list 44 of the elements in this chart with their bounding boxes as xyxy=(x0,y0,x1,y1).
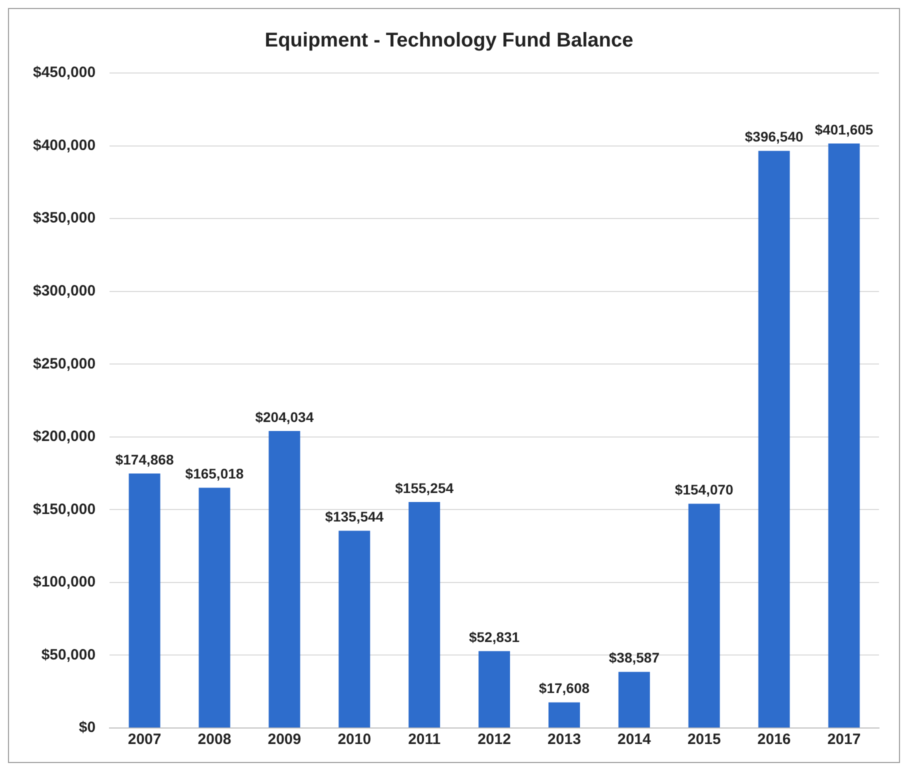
x-tick-label: 2013 xyxy=(548,731,581,748)
data-label: $401,605 xyxy=(814,121,874,138)
y-tick-label: $400,000 xyxy=(32,136,96,154)
bar xyxy=(408,502,440,728)
bar xyxy=(548,702,580,728)
y-tick-label: $100,000 xyxy=(32,574,96,591)
data-label: $165,018 xyxy=(185,466,244,482)
data-label: $52,831 xyxy=(468,628,520,645)
chart-title: Equipment - Technology Fund Balance xyxy=(264,30,634,52)
x-tick-label: 2009 xyxy=(268,731,302,748)
y-tick-label: $250,000 xyxy=(32,355,96,372)
y-tick-label: $50,000 xyxy=(41,646,96,664)
y-tick-label: $450,000 xyxy=(32,64,96,82)
bar xyxy=(198,488,230,728)
x-tick-label: 2015 xyxy=(687,731,721,748)
bar xyxy=(478,651,510,728)
x-tick-label: 2011 xyxy=(408,731,441,748)
data-label: $174,868 xyxy=(115,451,174,468)
data-label: $204,034 xyxy=(255,408,314,425)
x-tick-label: 2008 xyxy=(198,731,232,748)
data-label: $135,544 xyxy=(325,508,384,525)
y-tick-label: $150,000 xyxy=(32,500,96,518)
bar xyxy=(268,431,300,728)
y-tick-label: $300,000 xyxy=(32,282,96,300)
x-tick-label: 2007 xyxy=(128,731,162,748)
bar xyxy=(688,504,720,728)
bar xyxy=(338,530,370,728)
bar xyxy=(128,473,160,728)
data-label: $38,587 xyxy=(608,650,660,666)
data-label: $154,070 xyxy=(674,482,734,498)
data-label: $396,540 xyxy=(744,128,804,145)
y-tick-label: $0 xyxy=(78,719,96,736)
y-tick-label: $200,000 xyxy=(32,428,96,446)
bar xyxy=(758,150,790,728)
x-tick-label: 2017 xyxy=(827,731,861,748)
x-tick-label: 2016 xyxy=(757,731,791,748)
bar xyxy=(618,672,650,728)
x-tick-label: 2010 xyxy=(338,731,372,748)
x-tick-label: 2012 xyxy=(478,731,511,748)
bar xyxy=(828,143,860,728)
x-tick-label: 2014 xyxy=(617,731,652,748)
data-label: $155,254 xyxy=(395,480,454,496)
y-tick-label: $350,000 xyxy=(32,210,96,227)
data-label: $17,608 xyxy=(538,680,590,696)
